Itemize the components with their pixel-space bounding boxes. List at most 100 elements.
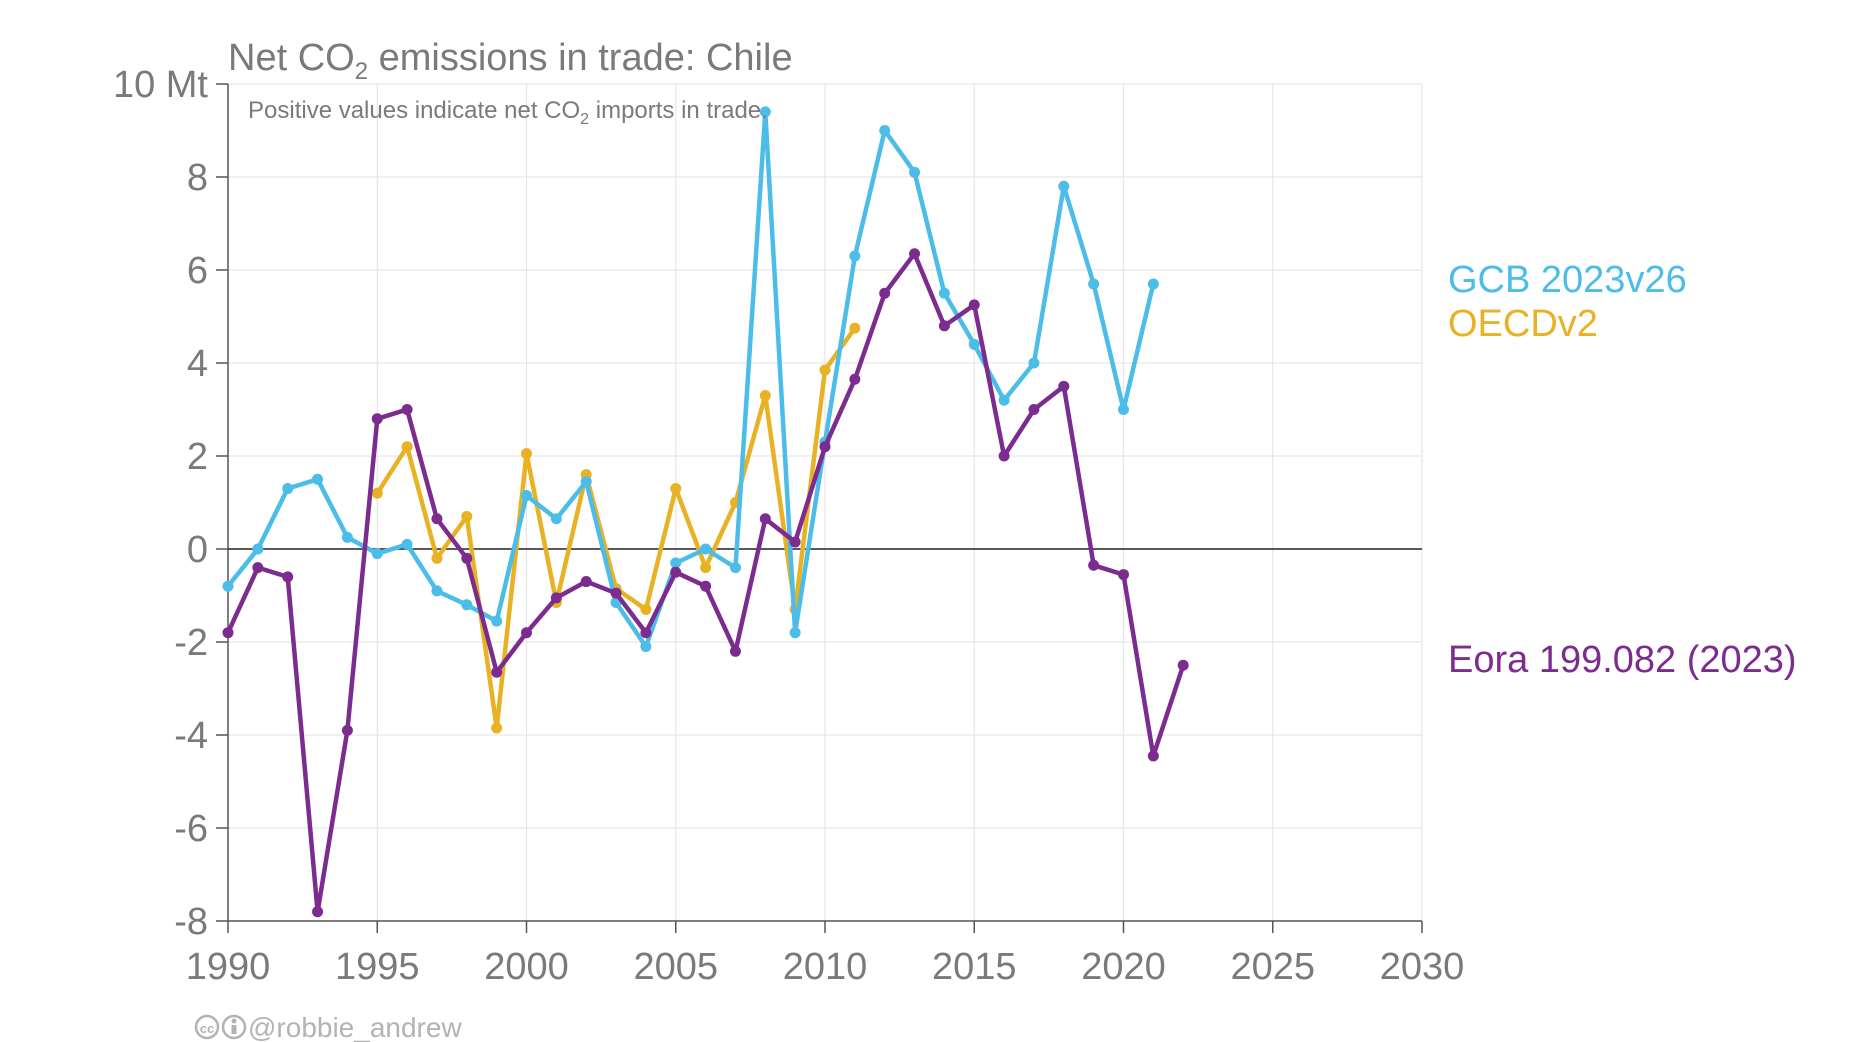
data-point: [968, 299, 980, 311]
data-point: [938, 320, 950, 332]
data-point: [729, 562, 741, 574]
data-point: [670, 557, 682, 569]
tick-labels: -8 -6 -4 -2 0 2 4 6 8 10 Mt 1990 1995 2000 2005 2010 20…: [113, 64, 1464, 988]
data-point: [222, 580, 234, 592]
data-point: [521, 490, 532, 502]
data-point: [252, 543, 264, 555]
data-point: [521, 448, 532, 460]
data-point: [789, 627, 801, 639]
data-point: [879, 125, 891, 136]
data-point: [1147, 278, 1159, 290]
data-point: [312, 473, 324, 485]
x-tick-label: 2030: [1380, 946, 1465, 988]
creative-commons-icon: cc: [194, 1014, 220, 1040]
data-point: [938, 287, 950, 299]
x-tick-label: 2005: [633, 946, 718, 988]
data-point: [909, 248, 921, 260]
x-tick-label: 2020: [1081, 946, 1166, 988]
data-point: [1058, 380, 1070, 392]
data-point: [700, 562, 712, 574]
data-point: [341, 531, 353, 543]
data-point: [491, 722, 503, 734]
data-point: [909, 166, 921, 178]
data-point: [849, 250, 861, 262]
y-tick-label: 0: [187, 529, 208, 571]
grid: [228, 83, 1423, 922]
data-point: [1118, 569, 1129, 581]
data-point: [849, 373, 861, 385]
y-tick-label: -8: [174, 901, 208, 943]
data-point: [580, 576, 592, 588]
data-point: [640, 641, 652, 653]
data-point: [252, 562, 264, 574]
series-gcb-2023v26: [222, 106, 1159, 653]
data-point: [1177, 659, 1189, 671]
y-tick-label: -6: [174, 808, 208, 850]
x-tick-label: 2010: [783, 946, 868, 988]
axes: [216, 83, 1423, 933]
data-point: [222, 627, 234, 639]
credit-handle: @robbie_andrew: [248, 1012, 462, 1042]
data-point: [371, 548, 383, 560]
data-point: [1147, 750, 1159, 762]
y-tick-label: 10 Mt: [113, 64, 208, 106]
data-point: [461, 599, 473, 611]
data-point: [491, 615, 503, 627]
data-point: [968, 338, 980, 350]
x-tick-label: 2015: [932, 946, 1017, 988]
data-point: [759, 513, 771, 525]
legend-label: GCB 2023v26: [1448, 259, 1687, 301]
legend-label: Eora 199.082 (2023): [1448, 639, 1797, 681]
x-tick-label: 1990: [186, 946, 271, 988]
data-point: [998, 394, 1010, 406]
x-tick-label: 2025: [1230, 946, 1315, 988]
data-point: [431, 552, 443, 564]
data-point: [670, 566, 682, 578]
y-tick-label: -4: [174, 715, 208, 757]
data-point: [1088, 278, 1100, 290]
svg-text:cc: cc: [200, 1021, 214, 1036]
y-tick-label: 2: [187, 436, 208, 478]
data-point: [431, 585, 443, 597]
data-point: [759, 390, 771, 402]
data-point: [640, 627, 652, 639]
data-point: [879, 287, 891, 299]
data-point: [700, 543, 712, 555]
data-point: [640, 603, 652, 615]
plot-area: [222, 106, 1189, 918]
data-point: [759, 106, 771, 118]
data-point: [461, 552, 473, 564]
y-tick-label: 8: [187, 157, 208, 199]
data-point: [998, 450, 1010, 462]
chart-title: Net CO2 emissions in trade: Chile: [228, 37, 793, 85]
data-point: [521, 627, 532, 639]
data-point: [580, 476, 592, 488]
data-point: [401, 538, 413, 550]
data-point: [700, 580, 712, 592]
data-point: [341, 724, 353, 736]
data-point: [550, 592, 562, 604]
data-point: [610, 587, 622, 599]
data-point: [491, 666, 503, 678]
data-point: [789, 536, 801, 548]
attribution-icon: [221, 1014, 247, 1040]
x-tick-label: 1995: [335, 946, 420, 988]
data-point: [371, 413, 383, 425]
data-point: [1118, 404, 1129, 415]
x-tick-label: 2000: [484, 946, 569, 988]
data-point: [819, 441, 831, 453]
data-point: [670, 483, 682, 495]
y-tick-label: 4: [187, 343, 208, 385]
data-point: [401, 404, 413, 415]
data-point: [1028, 357, 1040, 369]
data-point: [282, 571, 294, 583]
data-point: [431, 513, 443, 525]
data-point: [849, 322, 861, 334]
series-line: [225, 109, 1156, 649]
data-point: [819, 364, 831, 376]
data-point: [1028, 404, 1040, 415]
data-point: [371, 487, 383, 499]
y-tick-label: -2: [174, 622, 208, 664]
